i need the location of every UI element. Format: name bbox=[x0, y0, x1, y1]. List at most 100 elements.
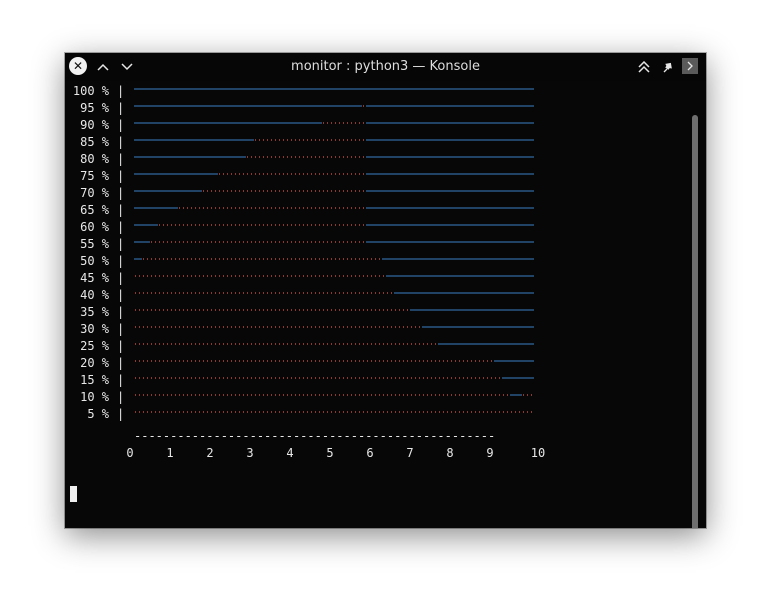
chevron-up-icon[interactable] bbox=[93, 57, 113, 77]
series-dot bbox=[323, 156, 324, 158]
series-dot bbox=[523, 411, 524, 413]
series-dot bbox=[187, 309, 188, 311]
series-dot bbox=[275, 275, 276, 277]
series-dot bbox=[251, 190, 252, 192]
series-dot bbox=[203, 207, 204, 209]
series-dot bbox=[283, 190, 284, 192]
series-dot bbox=[303, 275, 304, 277]
series-dot bbox=[331, 122, 332, 124]
series-dot bbox=[255, 309, 256, 311]
series-dot bbox=[363, 258, 364, 260]
series-dot bbox=[287, 190, 288, 192]
series-dot bbox=[311, 326, 312, 328]
series-dot bbox=[327, 139, 328, 141]
series-dot bbox=[323, 224, 324, 226]
keep-above-icon[interactable] bbox=[634, 57, 654, 77]
y-axis-bar: | bbox=[117, 373, 124, 387]
series-dot bbox=[163, 309, 164, 311]
series-dot bbox=[243, 394, 244, 396]
series-dot bbox=[379, 377, 380, 379]
series-dot bbox=[367, 258, 368, 260]
series-dot bbox=[331, 139, 332, 141]
series-dot bbox=[359, 411, 360, 413]
menu-icon[interactable] bbox=[682, 58, 698, 74]
series-dot bbox=[307, 139, 308, 141]
series-dot bbox=[247, 343, 248, 345]
series-dot bbox=[179, 241, 180, 243]
series-dot bbox=[315, 224, 316, 226]
series-dot bbox=[311, 241, 312, 243]
series-dot bbox=[167, 326, 168, 328]
series-dot bbox=[419, 360, 420, 362]
series-dot bbox=[199, 207, 200, 209]
series-dot bbox=[399, 411, 400, 413]
series-dot bbox=[311, 207, 312, 209]
x-tick-label: 1 bbox=[166, 446, 173, 460]
series-dot bbox=[243, 207, 244, 209]
series-dot bbox=[347, 190, 348, 192]
series-dot bbox=[391, 360, 392, 362]
series-dot bbox=[207, 190, 208, 192]
series-dot bbox=[327, 411, 328, 413]
series-dot bbox=[271, 360, 272, 362]
series-dot bbox=[455, 394, 456, 396]
series-dot bbox=[339, 241, 340, 243]
series-dot bbox=[307, 173, 308, 175]
series-dot bbox=[303, 292, 304, 294]
series-dot bbox=[363, 156, 364, 158]
series-dot bbox=[355, 411, 356, 413]
series-dot bbox=[235, 258, 236, 260]
series-dot bbox=[331, 326, 332, 328]
series-dot bbox=[267, 156, 268, 158]
series-dot bbox=[319, 411, 320, 413]
series-dot bbox=[395, 343, 396, 345]
close-icon[interactable]: ✕ bbox=[69, 57, 87, 75]
series-dot bbox=[423, 360, 424, 362]
series-dot bbox=[219, 394, 220, 396]
series-dot bbox=[323, 190, 324, 192]
series-dot bbox=[375, 394, 376, 396]
chevron-down-icon[interactable] bbox=[117, 57, 137, 77]
series-dot bbox=[323, 360, 324, 362]
series-dot bbox=[527, 411, 528, 413]
pin-icon[interactable] bbox=[658, 57, 678, 77]
series-dot bbox=[167, 411, 168, 413]
series-dot bbox=[195, 275, 196, 277]
series-dot bbox=[327, 343, 328, 345]
series-dot bbox=[347, 224, 348, 226]
title-bar[interactable]: ✕ monitor : python3 — Konsole bbox=[65, 53, 706, 81]
series-dot bbox=[219, 326, 220, 328]
series-dot bbox=[139, 411, 140, 413]
series-dot bbox=[147, 394, 148, 396]
series-dot bbox=[295, 156, 296, 158]
series-dot bbox=[239, 275, 240, 277]
series-dot bbox=[163, 258, 164, 260]
series-dot bbox=[343, 241, 344, 243]
series-dot bbox=[339, 292, 340, 294]
series-dot bbox=[347, 343, 348, 345]
series-dot bbox=[291, 326, 292, 328]
series-dot bbox=[339, 377, 340, 379]
series-dot bbox=[283, 156, 284, 158]
terminal-area[interactable]: 100 % | 95 % | 90 % | 85 % | 80 % | 75 % | 70 % | 65 %… bbox=[65, 81, 706, 528]
series-dot bbox=[311, 156, 312, 158]
series-dot bbox=[323, 326, 324, 328]
series-dot bbox=[223, 343, 224, 345]
series-dot bbox=[267, 292, 268, 294]
series-dot bbox=[159, 292, 160, 294]
series-dot bbox=[235, 360, 236, 362]
scrollbar[interactable] bbox=[692, 115, 698, 528]
series-dot bbox=[339, 343, 340, 345]
series-dot bbox=[279, 258, 280, 260]
series-dot bbox=[499, 377, 500, 379]
series-dot bbox=[387, 411, 388, 413]
series-dot bbox=[307, 156, 308, 158]
series-dot bbox=[263, 360, 264, 362]
series-dot bbox=[335, 122, 336, 124]
series-dot bbox=[343, 224, 344, 226]
series-dot bbox=[263, 173, 264, 175]
scrollbar-thumb[interactable] bbox=[692, 115, 698, 528]
series-dot bbox=[403, 309, 404, 311]
x-tick-label: 9 bbox=[486, 446, 493, 460]
series-dot bbox=[155, 343, 156, 345]
